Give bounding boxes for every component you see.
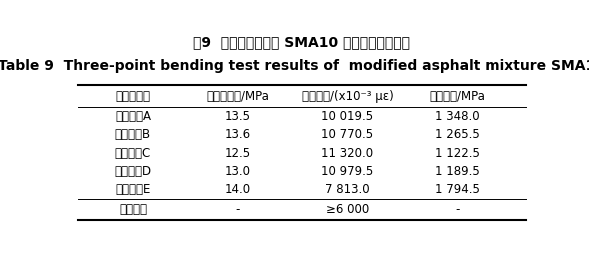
Text: 改性沥青D: 改性沥青D	[114, 165, 151, 178]
Text: 改性沥青E: 改性沥青E	[115, 183, 151, 196]
Text: ≥6 000: ≥6 000	[326, 203, 369, 216]
Text: -: -	[236, 203, 240, 216]
Text: 表9  改性沥青混合料 SMA10 三点弯曲试验结果: 表9 改性沥青混合料 SMA10 三点弯曲试验结果	[193, 35, 411, 49]
Text: 劲度模量/MPa: 劲度模量/MPa	[429, 90, 485, 102]
Text: 11 320.0: 11 320.0	[322, 147, 373, 160]
Text: 1 348.0: 1 348.0	[435, 110, 479, 123]
Text: 1 265.5: 1 265.5	[435, 128, 479, 141]
Text: 1 122.5: 1 122.5	[435, 147, 479, 160]
Text: 1 189.5: 1 189.5	[435, 165, 479, 178]
Text: 改性沥青B: 改性沥青B	[115, 128, 151, 141]
Text: 改性沥青C: 改性沥青C	[115, 147, 151, 160]
Text: 抗弯应变/(x10⁻³ με): 抗弯应变/(x10⁻³ με)	[302, 90, 393, 102]
Text: 13.6: 13.6	[225, 128, 251, 141]
Text: 10 770.5: 10 770.5	[322, 128, 373, 141]
Text: Table 9  Three-point bending test results of  modified asphalt mixture SMA10: Table 9 Three-point bending test results…	[0, 59, 589, 73]
Text: 改性沥青A: 改性沥青A	[115, 110, 151, 123]
Text: 7 813.0: 7 813.0	[325, 183, 370, 196]
Text: 技术要求: 技术要求	[119, 203, 147, 216]
Text: 12.5: 12.5	[225, 147, 251, 160]
Text: 抗弯拉强度/MPa: 抗弯拉强度/MPa	[207, 90, 269, 102]
Text: 13.0: 13.0	[225, 165, 251, 178]
Text: 10 979.5: 10 979.5	[322, 165, 373, 178]
Text: -: -	[455, 203, 459, 216]
Text: 1 794.5: 1 794.5	[435, 183, 479, 196]
Text: 结合料种类: 结合料种类	[115, 90, 150, 102]
Text: 13.5: 13.5	[225, 110, 251, 123]
Text: 14.0: 14.0	[225, 183, 251, 196]
Text: 10 019.5: 10 019.5	[322, 110, 373, 123]
